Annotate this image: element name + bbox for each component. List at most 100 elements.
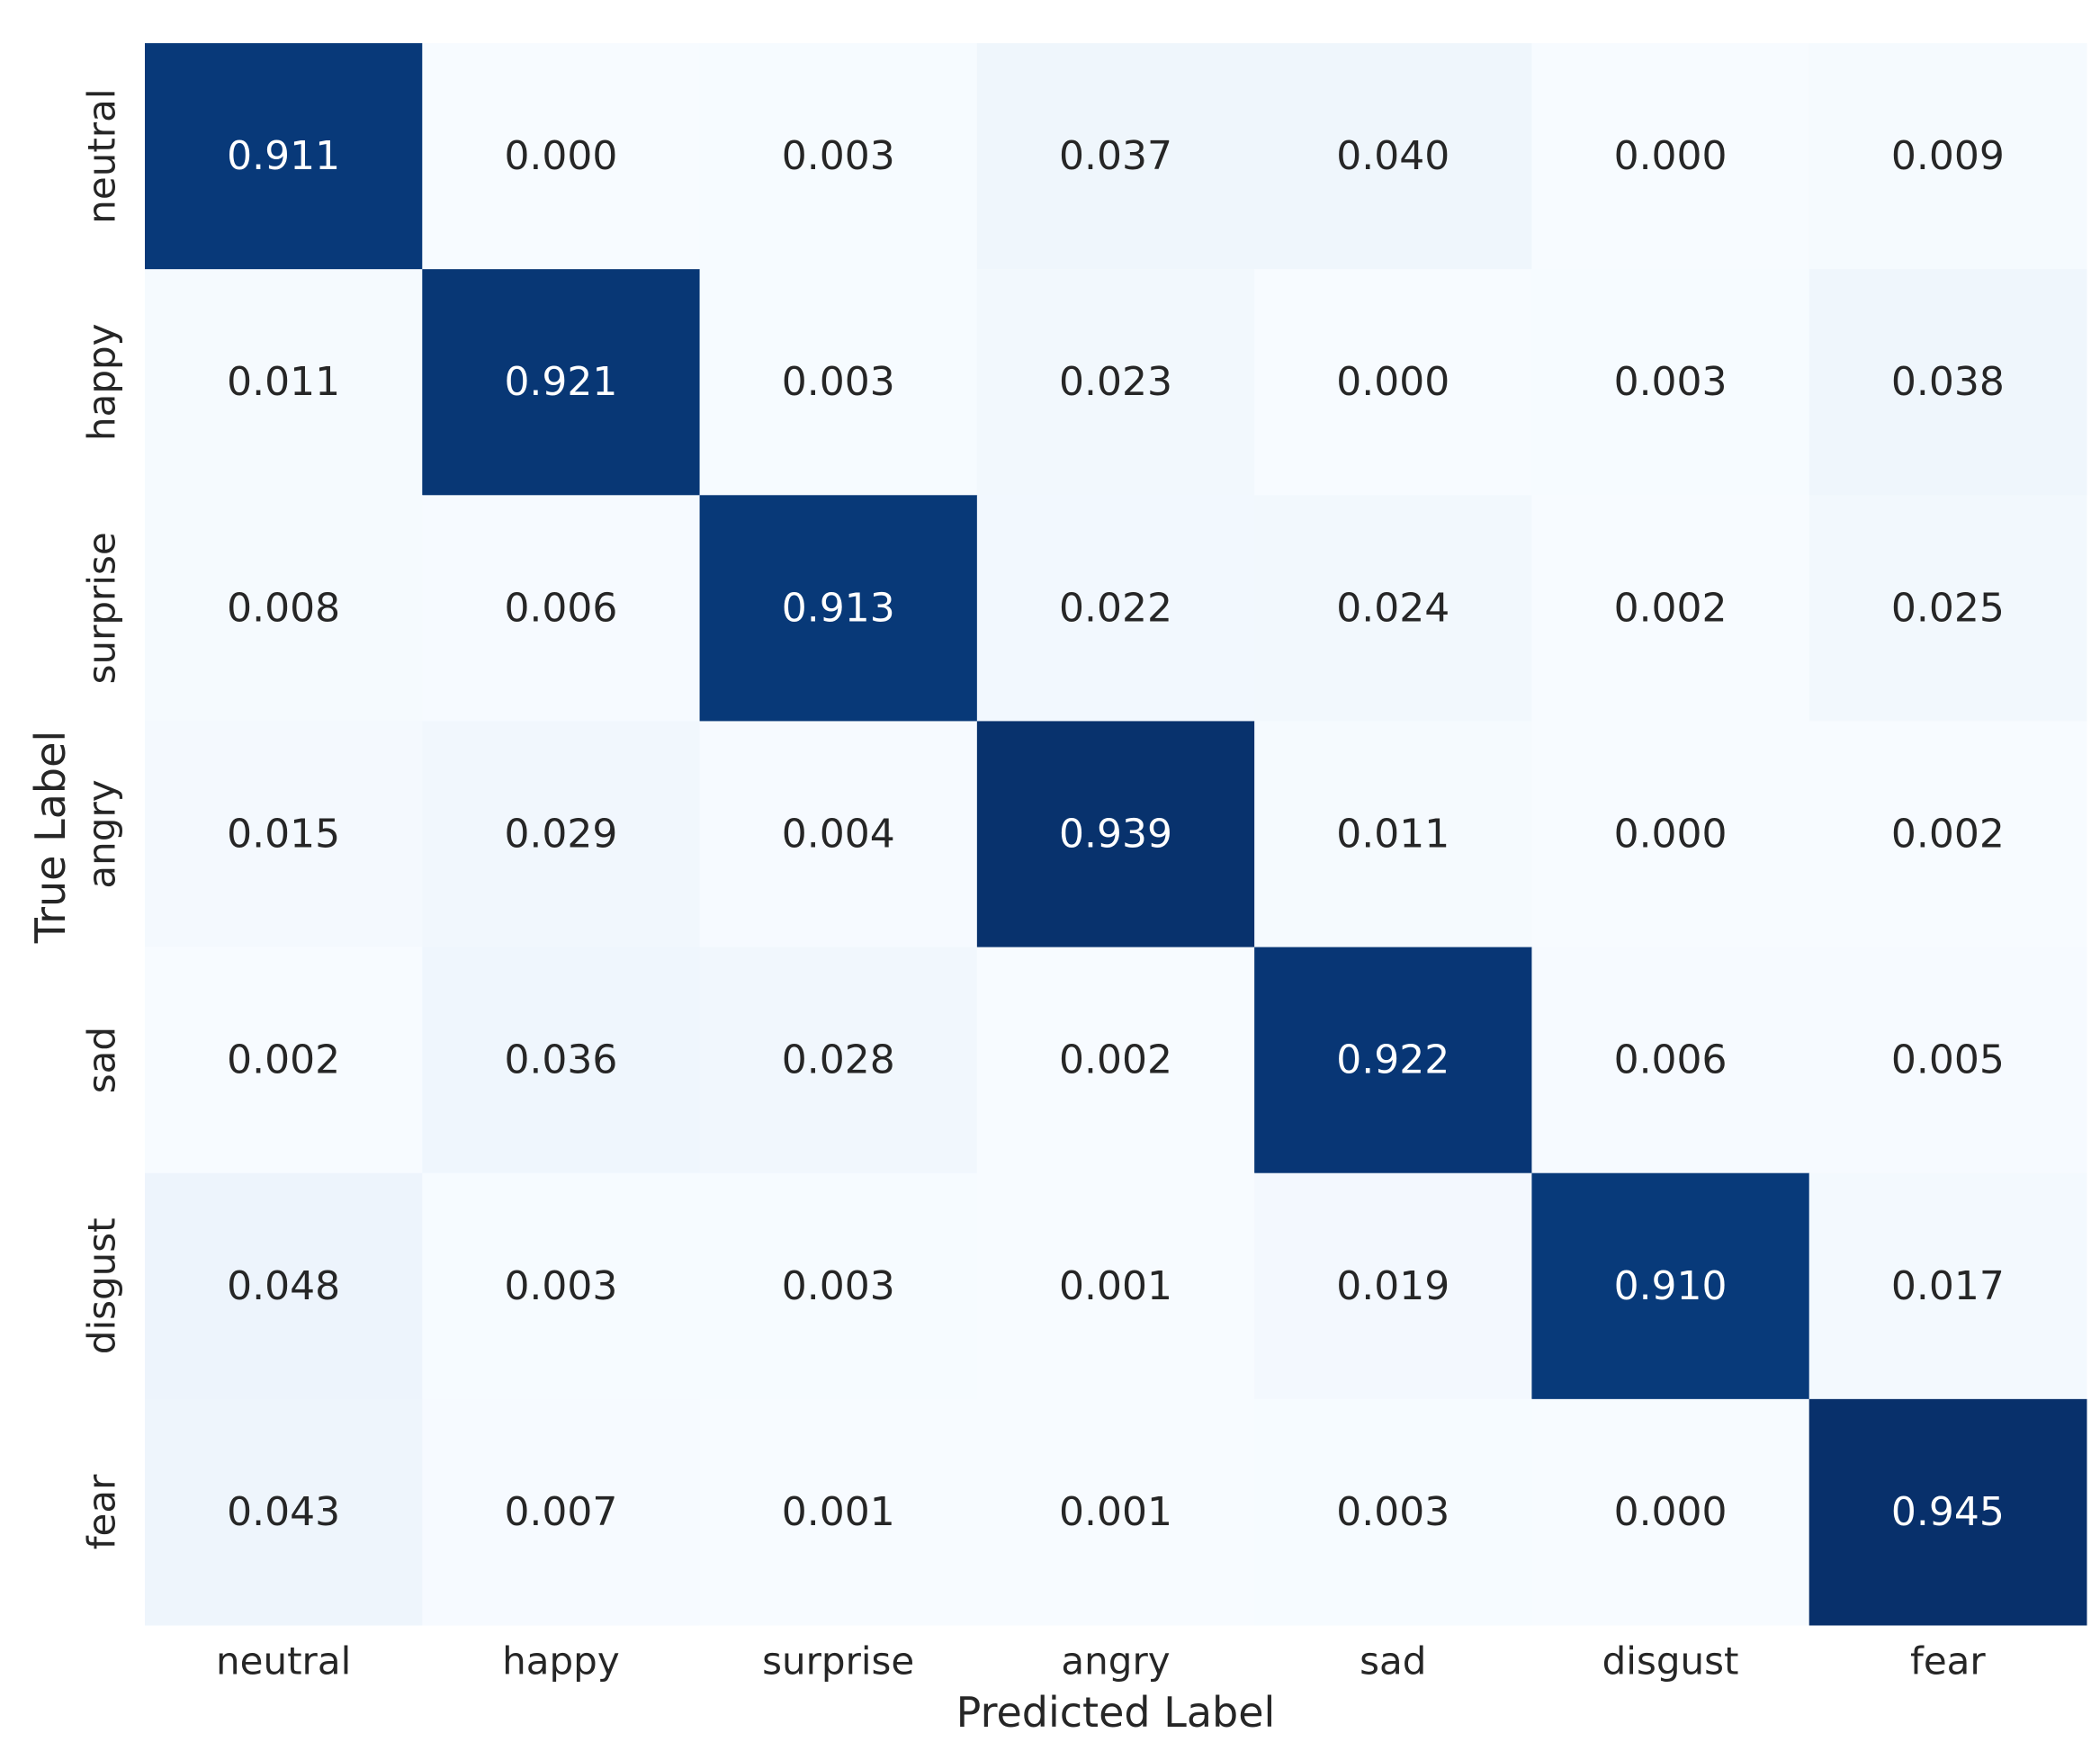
cell-value-label: 0.913 bbox=[782, 585, 895, 631]
y-tick-label: happy bbox=[80, 323, 124, 441]
heatmap-cell bbox=[1531, 269, 1810, 496]
x-tick-labels: neutral happy surprise angry sad disgust fear bbox=[216, 1639, 1986, 1684]
cell-value-label: 0.043 bbox=[227, 1489, 340, 1535]
heatmap-cell bbox=[422, 43, 701, 270]
cell-value-label: 0.011 bbox=[1336, 812, 1449, 858]
cell-value-label: 0.002 bbox=[1614, 585, 1728, 631]
cell-value-label: 0.040 bbox=[1336, 133, 1449, 179]
cell-value-label: 0.019 bbox=[1336, 1263, 1449, 1309]
cell-value-label: 0.036 bbox=[504, 1037, 617, 1083]
cell-value-label: 0.004 bbox=[782, 812, 895, 858]
heatmap-cell bbox=[1254, 947, 1532, 1174]
heatmap-cell bbox=[145, 1398, 423, 1626]
cell-value-label: 0.000 bbox=[1614, 1489, 1728, 1535]
heatmap-cell bbox=[1808, 947, 2087, 1174]
cell-value-label: 0.939 bbox=[1059, 812, 1172, 858]
cell-value-label: 0.001 bbox=[1059, 1263, 1172, 1309]
cell-value-label: 0.000 bbox=[504, 133, 617, 179]
heatmap-cell bbox=[976, 495, 1255, 722]
heatmap-cell bbox=[699, 1172, 978, 1400]
heatmap-cell bbox=[699, 495, 978, 722]
heatmap-cell bbox=[976, 269, 1255, 496]
y-tick-label: surprise bbox=[80, 532, 124, 684]
x-tick-label: angry bbox=[1061, 1639, 1170, 1684]
cell-value-label: 0.003 bbox=[782, 359, 895, 405]
heatmap-cell bbox=[1254, 1172, 1532, 1400]
y-tick-label: disgust bbox=[80, 1217, 124, 1354]
heatmap-cell bbox=[1254, 269, 1532, 496]
heatmap-cell bbox=[422, 495, 701, 722]
heatmap-cell bbox=[1808, 1398, 2087, 1626]
heatmap-cell bbox=[1808, 43, 2087, 270]
heatmap-cell bbox=[145, 947, 423, 1174]
y-tick-labels: neutral happy surprise angry sad disgust fear bbox=[80, 88, 124, 1549]
heatmap-cell bbox=[1531, 1398, 1810, 1626]
cell-value-label: 0.037 bbox=[1059, 133, 1172, 179]
cell-value-label: 0.008 bbox=[227, 585, 340, 631]
cell-value-label: 0.024 bbox=[1336, 585, 1449, 631]
heatmap-cell bbox=[976, 721, 1255, 948]
cell-value-label: 0.003 bbox=[782, 1263, 895, 1309]
cell-value-label: 0.007 bbox=[504, 1489, 617, 1535]
heatmap-cell bbox=[1531, 947, 1810, 1174]
heatmap-cell bbox=[145, 269, 423, 496]
heatmap-cell bbox=[1254, 1398, 1532, 1626]
y-axis-label: True Label bbox=[26, 731, 75, 944]
heatmap-cell bbox=[1531, 1172, 1810, 1400]
heatmap-cell bbox=[699, 269, 978, 496]
heatmap-cell bbox=[699, 947, 978, 1174]
cell-value-label: 0.003 bbox=[782, 133, 895, 179]
cell-value-label: 0.000 bbox=[1614, 812, 1728, 858]
cell-value-label: 0.911 bbox=[227, 133, 340, 179]
cell-value-label: 0.910 bbox=[1614, 1263, 1728, 1309]
heatmap-cell bbox=[145, 1172, 423, 1400]
cell-value-label: 0.025 bbox=[1891, 585, 2005, 631]
heatmap-cell bbox=[1808, 495, 2087, 722]
heatmap-cell bbox=[1531, 721, 1810, 948]
x-tick-label: disgust bbox=[1602, 1639, 1739, 1684]
x-axis-label: Predicted Label bbox=[956, 1688, 1276, 1737]
heatmap-cell bbox=[422, 269, 701, 496]
cell-value-label: 0.003 bbox=[1336, 1489, 1449, 1535]
heatmap-cell bbox=[145, 43, 423, 270]
heatmap-cell bbox=[699, 1398, 978, 1626]
heatmap-cell bbox=[1531, 43, 1810, 270]
heatmap-cell bbox=[699, 43, 978, 270]
heatmap-cell bbox=[145, 495, 423, 722]
cell-value-label: 0.945 bbox=[1891, 1489, 2005, 1535]
heatmap-cell bbox=[1808, 721, 2087, 948]
y-tick-label: neutral bbox=[80, 88, 124, 223]
cell-value-label: 0.028 bbox=[782, 1037, 895, 1083]
y-tick-label: angry bbox=[80, 779, 124, 888]
cell-value-label: 0.003 bbox=[1614, 359, 1728, 405]
y-tick-label: sad bbox=[80, 1027, 124, 1093]
heatmap-cell bbox=[1808, 1172, 2087, 1400]
heatmap-cell bbox=[976, 947, 1255, 1174]
cell-value-label: 0.003 bbox=[504, 1263, 617, 1309]
heatmap-cell bbox=[422, 1398, 701, 1626]
heatmap-cell bbox=[699, 721, 978, 948]
y-tick-label: fear bbox=[80, 1474, 124, 1549]
heatmap-cell bbox=[422, 947, 701, 1174]
cell-value-label: 0.005 bbox=[1891, 1037, 2005, 1083]
cell-value-label: 0.022 bbox=[1059, 585, 1172, 631]
cell-value-label: 0.922 bbox=[1336, 1037, 1449, 1083]
cell-value-label: 0.002 bbox=[1059, 1037, 1172, 1083]
cell-value-label: 0.048 bbox=[227, 1263, 340, 1309]
x-tick-label: surprise bbox=[762, 1639, 914, 1684]
cell-value-labels: 0.911 0.000 0.003 0.037 0.040 0.000 0.009 0.011… bbox=[227, 133, 2005, 1535]
heatmap-cell bbox=[422, 721, 701, 948]
cell-value-label: 0.023 bbox=[1059, 359, 1172, 405]
cell-value-label: 0.038 bbox=[1891, 359, 2005, 405]
heatmap-cells bbox=[145, 43, 2087, 1626]
heatmap-cell bbox=[422, 1172, 701, 1400]
x-tick-label: happy bbox=[502, 1639, 620, 1684]
heatmap-cell bbox=[1254, 721, 1532, 948]
heatmap-cell bbox=[145, 721, 423, 948]
cell-value-label: 0.015 bbox=[227, 812, 340, 858]
heatmap-cell bbox=[1808, 269, 2087, 496]
cell-value-label: 0.006 bbox=[1614, 1037, 1728, 1083]
cell-value-label: 0.017 bbox=[1891, 1263, 2005, 1309]
heatmap-cell bbox=[976, 1172, 1255, 1400]
